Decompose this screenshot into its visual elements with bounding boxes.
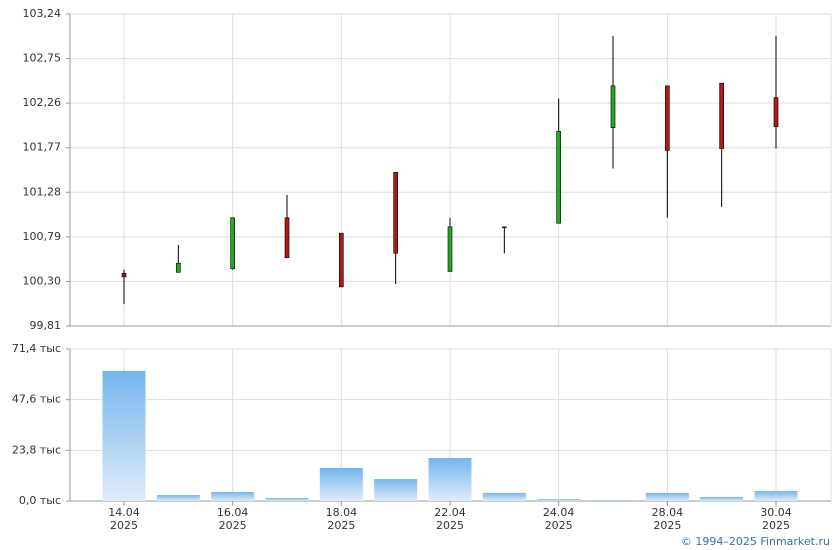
candle-body xyxy=(230,217,235,269)
candle-body xyxy=(121,272,127,278)
candle-body xyxy=(339,232,344,288)
volume-bar xyxy=(537,499,581,501)
x-tick-label: 24.04 xyxy=(543,506,575,519)
x-tick-sublabel: 2025 xyxy=(653,519,681,532)
candle-body xyxy=(502,226,507,229)
x-tick-sublabel: 2025 xyxy=(327,519,355,532)
y-tick-label: 100,30 xyxy=(23,274,62,287)
x-tick-sublabel: 2025 xyxy=(219,519,247,532)
volume-bar xyxy=(645,492,689,501)
footer: © 1994–2025 Finmarket.ru xyxy=(681,535,830,548)
x-tick-label: 30.04 xyxy=(760,506,792,519)
volume-bar xyxy=(428,457,472,501)
y-tick-label: 99,81 xyxy=(30,319,62,332)
y-tick-label: 101,28 xyxy=(23,185,62,198)
x-tick-sublabel: 2025 xyxy=(110,519,138,532)
y-tick-label: 71,4 тыс xyxy=(12,342,61,355)
y-tick-label: 101,77 xyxy=(23,141,62,154)
y-tick-label: 47,6 тыс xyxy=(12,393,61,406)
x-tick-label: 28.04 xyxy=(652,506,684,519)
volume-bar xyxy=(482,492,526,501)
x-tick-label: 22.04 xyxy=(434,506,466,519)
y-tick-label: 0,0 тыс xyxy=(19,494,61,507)
x-tick-sublabel: 2025 xyxy=(762,519,790,532)
candle-body xyxy=(284,217,290,259)
candle-body xyxy=(719,82,724,149)
y-tick-label: 100,79 xyxy=(23,230,62,243)
candle-body xyxy=(610,85,616,129)
y-tick-label: 103,24 xyxy=(23,7,62,20)
y-tick-label: 102,26 xyxy=(23,96,62,109)
candle-body xyxy=(176,262,181,273)
candle-body xyxy=(393,171,398,254)
x-tick-label: 16.04 xyxy=(217,506,249,519)
y-tick-label: 102,75 xyxy=(23,52,62,65)
candle-body xyxy=(665,85,670,151)
volume-bar xyxy=(102,370,146,501)
volume-bar xyxy=(591,499,635,501)
volume-bar xyxy=(265,498,309,501)
x-tick-sublabel: 2025 xyxy=(436,519,464,532)
candle-body xyxy=(556,131,561,224)
volume-bar xyxy=(700,496,744,501)
volume-bar xyxy=(754,490,798,501)
candle-body xyxy=(447,226,453,272)
x-tick-sublabel: 2025 xyxy=(545,519,573,532)
y-tick-label: 23,8 тыс xyxy=(12,443,61,456)
x-tick-label: 18.04 xyxy=(326,506,358,519)
volume-bar xyxy=(211,492,255,501)
volume-bar xyxy=(374,479,418,501)
candle-body xyxy=(773,97,779,128)
x-tick-label: 14.04 xyxy=(108,506,140,519)
volume-bar xyxy=(319,468,363,501)
volume-bar xyxy=(156,495,200,501)
